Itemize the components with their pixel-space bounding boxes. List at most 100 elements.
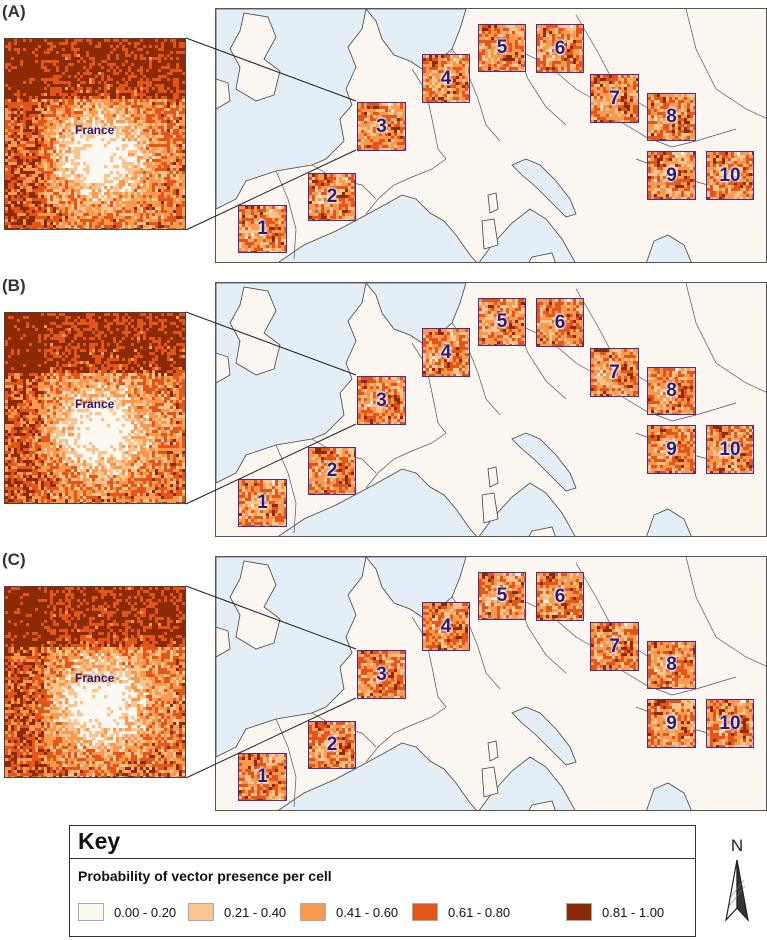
region-box-6: 6 <box>536 572 584 621</box>
region-raster <box>537 573 583 620</box>
region-number: 3 <box>376 663 387 685</box>
region-number: 8 <box>666 106 677 127</box>
region-number: 8 <box>666 380 677 401</box>
key-swatch <box>78 903 104 921</box>
key-class-5: 0.81 - 1.00 <box>566 899 664 925</box>
region-raster <box>423 329 469 376</box>
region-box-6: 6 <box>536 298 584 347</box>
key-swatch <box>188 903 214 921</box>
panel-label: (B) <box>2 276 26 295</box>
region-number: 2 <box>326 186 338 207</box>
region-box-10: 10 <box>706 425 754 474</box>
region-raster <box>358 377 405 424</box>
france-inset: France <box>4 586 186 778</box>
key-class-4: 0.61 - 0.80 <box>412 899 510 925</box>
region-number: 3 <box>376 115 387 137</box>
region-raster <box>591 623 638 670</box>
region-box-5: 5 <box>478 24 526 72</box>
region-raster <box>479 573 525 619</box>
france-inset: France <box>4 38 186 230</box>
region-raster <box>707 700 753 747</box>
region-raster <box>648 426 695 473</box>
region-box-7: 7 <box>590 74 639 123</box>
north-arrow: N <box>717 836 757 926</box>
europe-map: 1 2 3 4 5 6 7 8 9 10 <box>215 8 767 263</box>
region-raster <box>648 152 695 199</box>
north-label: N <box>730 836 744 855</box>
key-class-2: 0.21 - 0.40 <box>188 899 286 925</box>
region-raster <box>479 25 525 71</box>
inset-raster <box>5 39 185 229</box>
region-box-9: 9 <box>647 151 696 200</box>
region-box-10: 10 <box>706 151 754 200</box>
panel-1: (A) France 1 2 3 4 5 6 7 8 9 10 <box>0 0 767 265</box>
region-number: 10 <box>719 438 741 460</box>
region-number: 4 <box>440 615 452 637</box>
region-number: 2 <box>326 460 338 481</box>
region-box-6: 6 <box>536 24 584 73</box>
region-box-1: 1 <box>238 479 287 527</box>
region-raster <box>423 603 469 650</box>
key-class-label: 0.41 - 0.60 <box>336 904 399 920</box>
key-title: Key <box>78 828 121 854</box>
region-raster <box>707 426 753 473</box>
region-number: 7 <box>609 635 620 657</box>
north-arrow-icon <box>725 859 749 922</box>
region-raster <box>591 75 638 122</box>
region-box-9: 9 <box>647 699 696 748</box>
region-raster <box>648 700 695 747</box>
region-box-8: 8 <box>647 93 696 141</box>
region-box-1: 1 <box>238 753 287 801</box>
region-raster <box>358 103 405 150</box>
key-class-label: 0.00 - 0.20 <box>114 904 177 920</box>
region-box-3: 3 <box>357 650 406 699</box>
region-number: 1 <box>257 766 268 787</box>
france-inset: France <box>4 312 186 504</box>
panel-2: (B) France 1 2 3 4 5 6 7 8 9 10 <box>0 274 767 539</box>
inset-raster <box>5 313 185 503</box>
region-number: 9 <box>666 712 677 734</box>
panel-label: (A) <box>2 2 26 21</box>
region-raster <box>591 349 638 396</box>
region-raster <box>707 152 753 199</box>
europe-map: 1 2 3 4 5 6 7 8 9 10 <box>215 282 767 537</box>
europe-map: 1 2 3 4 5 6 7 8 9 10 <box>215 556 767 811</box>
region-number: 1 <box>257 492 268 513</box>
region-box-3: 3 <box>357 376 406 425</box>
key-class-label: 0.81 - 1.00 <box>602 904 665 920</box>
region-number: 5 <box>496 585 508 606</box>
region-raster <box>479 299 525 345</box>
region-number: 7 <box>609 87 620 109</box>
inset-country-label: France <box>75 671 115 685</box>
region-box-4: 4 <box>422 328 470 377</box>
region-raster <box>537 299 583 346</box>
region-number: 10 <box>719 712 741 734</box>
key-subtitle: Probability of vector presence per cell <box>78 868 332 884</box>
region-raster <box>423 55 469 102</box>
region-box-5: 5 <box>478 298 526 346</box>
region-number: 4 <box>440 341 452 363</box>
key-divider <box>70 858 695 859</box>
region-number: 6 <box>554 37 566 59</box>
region-number: 5 <box>496 37 508 58</box>
key-class-3: 0.41 - 0.60 <box>300 899 398 925</box>
region-number: 10 <box>719 164 741 186</box>
region-box-9: 9 <box>647 425 696 474</box>
key-class-label: 0.61 - 0.80 <box>448 904 511 920</box>
inset-country-label: France <box>75 397 115 411</box>
panel-3: (C) France 1 2 3 4 5 6 7 8 9 10 <box>0 548 767 813</box>
region-box-4: 4 <box>422 602 470 651</box>
region-number: 7 <box>609 361 620 383</box>
region-number: 2 <box>326 734 338 755</box>
region-number: 8 <box>666 654 677 675</box>
region-raster <box>648 94 695 140</box>
region-number: 1 <box>257 218 268 239</box>
region-box-3: 3 <box>357 102 406 151</box>
region-box-8: 8 <box>647 641 696 689</box>
region-raster <box>537 25 583 72</box>
map-key: Key Probability of vector presence per c… <box>69 825 696 937</box>
key-class-1: 0.00 - 0.20 <box>78 899 176 925</box>
region-number: 5 <box>496 311 508 332</box>
region-raster <box>358 651 405 698</box>
region-number: 3 <box>376 389 387 411</box>
